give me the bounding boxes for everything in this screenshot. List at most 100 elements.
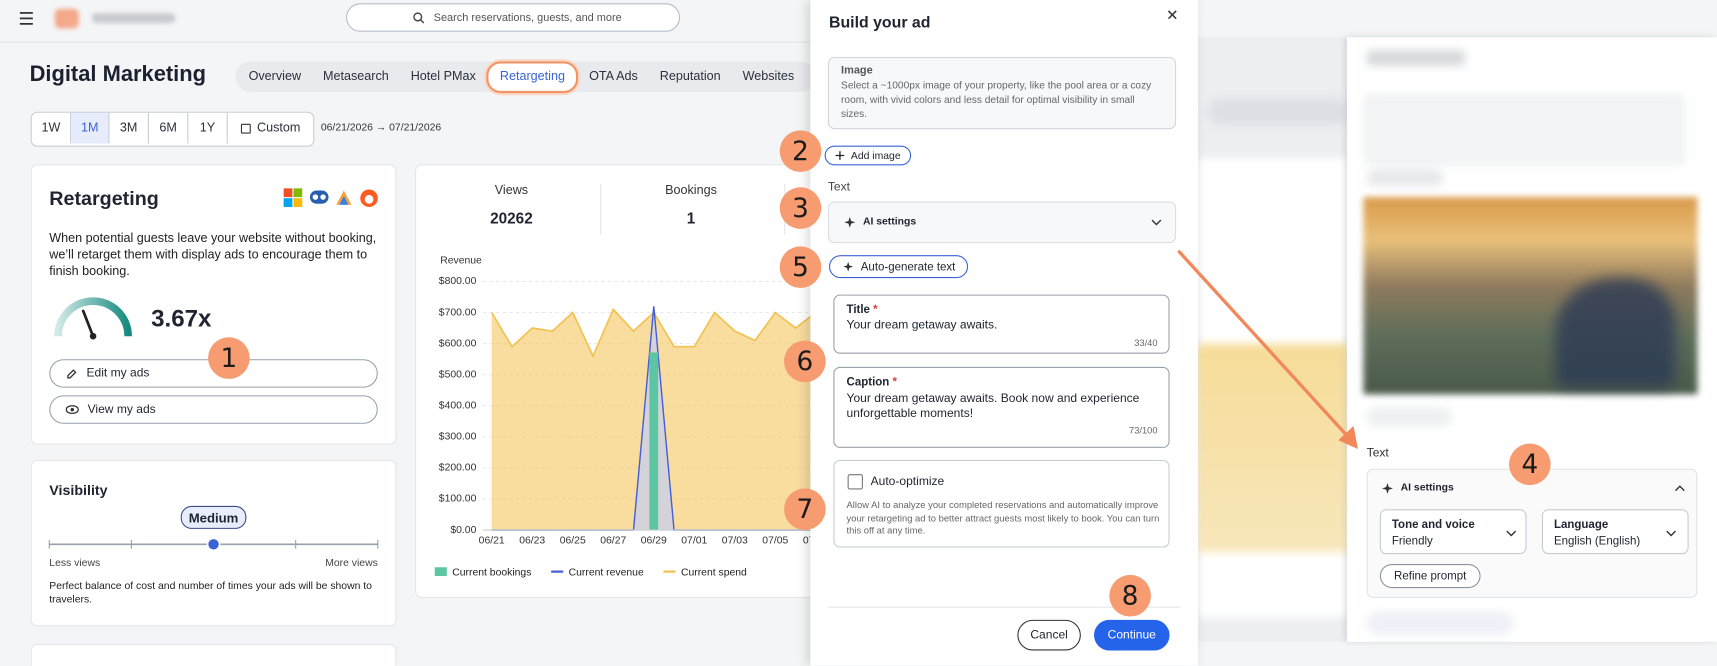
side-panel: Text AI settings Tone and voice Friendly… xyxy=(1346,37,1717,642)
nav-tab[interactable]: Retargeting xyxy=(486,60,579,93)
card-title: Visibility xyxy=(49,481,108,499)
checkbox-description: Allow AI to analyze your completed reser… xyxy=(846,499,1160,536)
nav-tab[interactable]: Metasearch xyxy=(322,70,389,84)
caption-field[interactable]: Caption * Your dream getaway awaits. Boo… xyxy=(833,366,1170,448)
search-box[interactable]: Search reservations, guests, and more xyxy=(346,3,681,32)
collapse-icon[interactable] xyxy=(1674,485,1685,492)
nav-tab[interactable]: Reputation xyxy=(659,70,721,84)
y-tick-label: $0.00 xyxy=(450,525,476,536)
image-field[interactable]: Image Select a ~1000px image of your pro… xyxy=(827,56,1177,130)
section-label: Text xyxy=(1366,446,1389,460)
search-placeholder: Search reservations, guests, and more xyxy=(433,11,622,24)
chevron xyxy=(1666,530,1677,537)
dropdown-label: Tone and voice xyxy=(1391,517,1475,532)
button-label: View my ads xyxy=(87,402,156,417)
view-ads-button[interactable]: View my ads xyxy=(49,395,378,424)
range-label: Custom xyxy=(257,121,301,135)
range-button[interactable]: 3M xyxy=(110,112,149,144)
char-counter: 73/100 xyxy=(1129,424,1158,436)
blurred-button xyxy=(1366,168,1444,187)
card-description: When potential guests leave your website… xyxy=(49,232,377,279)
performance-card: Views 20262 Bookings 1 Revenue $0.00 $100.… xyxy=(415,164,1205,598)
y-tick-label: $600.00 xyxy=(439,338,477,349)
y-tick-label: $200.00 xyxy=(439,463,477,474)
field-value: Your dream getaway awaits. Book now and … xyxy=(846,392,1140,421)
close-button[interactable] xyxy=(1167,10,1177,20)
section-label: Text xyxy=(827,180,851,194)
field-hint: Select a ~1000px image of your property,… xyxy=(841,79,1152,120)
callout: 4 xyxy=(1509,443,1551,486)
bar xyxy=(649,352,659,531)
revenue-chart: Revenue $0.00 $100.00 $200.00 $300.00 $400.00… xyxy=(434,255,1205,578)
channel-icons xyxy=(283,188,378,207)
checkbox[interactable] xyxy=(847,474,863,490)
section-title: AI settings xyxy=(1400,481,1454,494)
callout: 8 xyxy=(1109,574,1151,617)
blurred-button xyxy=(1366,611,1514,636)
top-bar: Search reservations, guests, and more xyxy=(0,0,811,43)
char-counter: 33/40 xyxy=(1134,337,1158,349)
legend-label: Current bookings xyxy=(452,567,531,578)
button-label: Auto-generate text xyxy=(860,260,956,274)
legend-label: Current revenue xyxy=(569,567,644,578)
nav-tab[interactable]: Overview xyxy=(248,70,302,84)
y-tick-label: $500.00 xyxy=(439,369,477,380)
nav-tab[interactable]: Hotel PMax xyxy=(410,70,476,84)
x-tick-label: 06/23 xyxy=(519,536,545,547)
range-button[interactable]: 1M xyxy=(71,112,110,144)
blurred-tabs xyxy=(1207,98,1349,125)
range-button[interactable]: 1W xyxy=(32,112,72,144)
date-range-selector: 1W 1M 3M 6M 1Y Custom xyxy=(30,111,315,147)
stat-value: 20262 xyxy=(490,209,533,227)
range-label: 1Y xyxy=(199,121,216,135)
x-tick-label: 07/05 xyxy=(762,536,788,547)
x-tick-label: 06/21 xyxy=(479,536,505,547)
y-tick-label: $700.00 xyxy=(439,307,477,318)
line xyxy=(490,307,837,359)
dropdown-value: English (English) xyxy=(1553,534,1641,548)
visibility-card: Visibility Medium Less views More views … xyxy=(30,459,397,627)
continue-button[interactable]: Continue xyxy=(1094,619,1170,651)
visibility-slider[interactable] xyxy=(47,536,380,554)
blurred-button xyxy=(1366,407,1453,428)
add-image-button[interactable]: Add image xyxy=(824,145,912,166)
auto-generate-button[interactable]: Auto-generate text xyxy=(828,255,969,279)
button-label: Edit my ads xyxy=(86,366,150,380)
callout: 7 xyxy=(784,488,826,531)
expand-icon xyxy=(1151,219,1162,226)
range-label: 3M xyxy=(119,121,138,135)
menu-icon[interactable] xyxy=(19,12,35,25)
y-tick-label: $100.00 xyxy=(439,494,477,505)
ai-settings-section: AI settings Tone and voice Friendly Lang… xyxy=(1366,468,1698,598)
date-range: 06/21/2026 → 07/21/2026 xyxy=(320,121,442,134)
roas-gauge xyxy=(54,297,132,340)
refine-prompt-button[interactable]: Refine prompt xyxy=(1379,563,1481,589)
chevron xyxy=(1506,530,1517,537)
slider-max-label: More views xyxy=(325,557,378,570)
range-button[interactable]: 6M xyxy=(149,112,189,144)
language-dropdown[interactable]: Language English (English) xyxy=(1541,509,1689,555)
background-page xyxy=(1196,37,1349,642)
title-field[interactable]: Title * Your dream getaway awaits. 33/40 xyxy=(833,294,1170,354)
property-name xyxy=(91,13,176,23)
required-mark: * xyxy=(892,375,897,389)
level-badge: Medium xyxy=(180,505,247,529)
logo xyxy=(54,8,79,29)
tone-dropdown[interactable]: Tone and voice Friendly xyxy=(1379,509,1527,555)
cancel-button[interactable]: Cancel xyxy=(1017,619,1081,651)
plus-icon xyxy=(835,151,845,160)
callout: 6 xyxy=(784,340,826,383)
x-tick-label: 07/03 xyxy=(722,536,748,547)
range-button[interactable]: Custom xyxy=(228,113,313,144)
card-title: Retargeting xyxy=(49,187,159,210)
button-label: Add image xyxy=(850,149,901,162)
nav-tab[interactable]: Websites xyxy=(742,70,795,84)
ai-settings-collapsed[interactable]: AI settings xyxy=(827,201,1177,244)
eye-icon xyxy=(65,405,79,415)
retargeting-card: Retargeting When potential guests leave … xyxy=(30,164,397,445)
nav-tab[interactable]: OTA Ads xyxy=(589,70,638,84)
field-label: Image xyxy=(841,64,873,77)
range-button[interactable]: 1Y xyxy=(188,112,228,144)
